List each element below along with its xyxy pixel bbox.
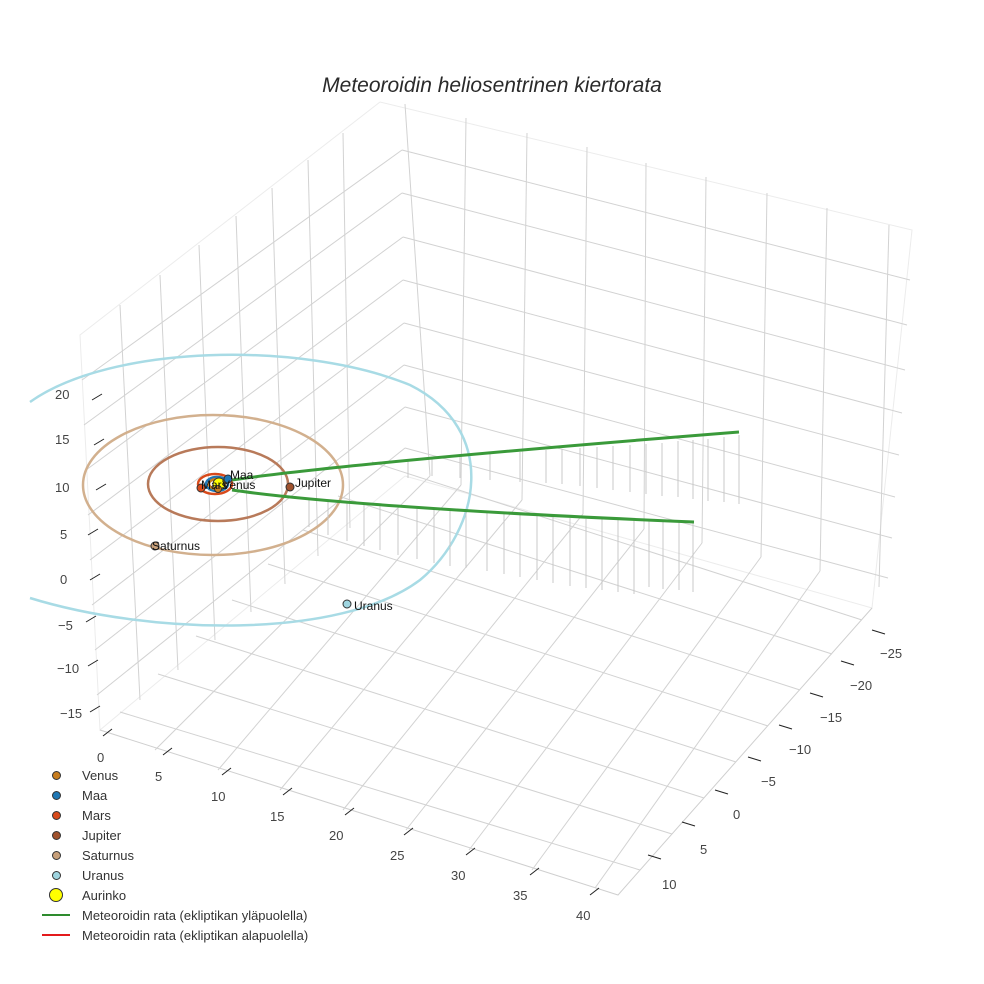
svg-text:−15: −15 (820, 710, 842, 725)
legend-label: Aurinko (82, 887, 127, 903)
svg-text:−15: −15 (60, 706, 82, 721)
svg-text:Mars: Mars (201, 478, 228, 492)
mars-marker (196, 483, 206, 493)
orbits (29, 353, 473, 627)
svg-text:10: 10 (211, 789, 225, 804)
legend-item-uranus[interactable]: Uranus (36, 865, 308, 885)
mars-marker-icon (51, 810, 61, 820)
grid-floor (99, 461, 873, 896)
svg-text:Venus: Venus (222, 478, 255, 492)
svg-text:Maa: Maa (230, 468, 254, 482)
svg-text:−25: −25 (880, 646, 902, 661)
z-axis-labels: 20 15 10 5 0 −5 −10 −15 (55, 387, 82, 721)
legend-label: Venus (82, 767, 119, 783)
svg-text:30: 30 (451, 868, 465, 883)
planet-markers[interactable] (150, 474, 352, 609)
axis-ticks (85, 393, 886, 896)
svg-text:Jupiter: Jupiter (295, 476, 331, 490)
svg-text:0: 0 (97, 750, 104, 765)
venus-marker-icon (51, 770, 61, 780)
maa-marker (223, 474, 233, 484)
legend-item-jupiter[interactable]: Jupiter (36, 825, 308, 845)
legend-label: Saturnus (82, 847, 135, 863)
saturnus-orbit (81, 413, 345, 557)
legend-item-maa[interactable]: Maa (36, 785, 308, 805)
svg-text:20: 20 (329, 828, 343, 843)
uranus-marker (342, 599, 352, 609)
legend-label: Uranus (82, 867, 124, 883)
red-line-icon (42, 934, 70, 936)
venus-marker (214, 485, 222, 493)
svg-text:0: 0 (733, 807, 740, 822)
svg-text:35: 35 (513, 888, 527, 903)
legend-item-track-below[interactable]: Meteoroidin rata (ekliptikan alapuolella… (36, 925, 308, 945)
svg-text:10: 10 (662, 877, 676, 892)
saturnus-marker (150, 541, 160, 551)
legend-item-aurinko[interactable]: Aurinko (36, 885, 308, 905)
jupiter-marker (285, 482, 295, 492)
green-line-icon (42, 914, 70, 916)
x-axis-labels: 0 5 10 15 20 25 30 35 40 (97, 750, 590, 923)
legend-label: Maa (82, 787, 108, 803)
svg-text:5: 5 (60, 527, 67, 542)
aurinko-marker-icon (49, 888, 63, 902)
legend-item-track-above[interactable]: Meteoroidin rata (ekliptikan yläpuolella… (36, 905, 308, 925)
legend-item-mars[interactable]: Mars (36, 805, 308, 825)
svg-text:Uranus: Uranus (354, 599, 393, 613)
planet-labels: Maa Mars Venus Jupiter Saturnus Uranus (152, 468, 393, 613)
legend-item-saturnus[interactable]: Saturnus (36, 845, 308, 865)
svg-text:−10: −10 (57, 661, 79, 676)
svg-text:−5: −5 (58, 618, 73, 633)
svg-text:5: 5 (155, 769, 162, 784)
y-axis-labels: −25 −20 −15 −10 −5 0 5 10 (662, 646, 902, 892)
chart-title: Meteoroidin heliosentrinen kiertorata (322, 74, 662, 97)
grid-back-left (79, 101, 406, 732)
legend: Venus Maa Mars Jupiter Saturnus Uranus A… (36, 765, 308, 945)
svg-text:10: 10 (55, 480, 69, 495)
svg-text:40: 40 (576, 908, 590, 923)
meteoroid-track-above[interactable] (231, 430, 740, 524)
svg-text:−10: −10 (789, 742, 811, 757)
maa-marker-icon (51, 790, 61, 800)
mars-orbit (196, 472, 234, 496)
legend-label: Meteoroidin rata (ekliptikan alapuolella… (82, 927, 309, 943)
saturnus-marker-icon (51, 850, 61, 860)
svg-text:15: 15 (55, 432, 69, 447)
uranus-marker-icon (51, 870, 61, 880)
svg-text:20: 20 (55, 387, 69, 402)
jupiter-marker-icon (51, 830, 61, 840)
svg-text:25: 25 (390, 848, 404, 863)
uranus-orbit (29, 353, 473, 627)
legend-label: Meteoroidin rata (ekliptikan yläpuolella… (82, 907, 308, 923)
svg-text:Saturnus: Saturnus (152, 539, 200, 553)
grid-back-right (379, 101, 913, 609)
svg-text:−5: −5 (761, 774, 776, 789)
svg-text:−20: −20 (850, 678, 872, 693)
legend-item-venus[interactable]: Venus (36, 765, 308, 785)
legend-label: Jupiter (82, 827, 122, 843)
svg-text:0: 0 (60, 572, 67, 587)
meteoroid-droplines (308, 435, 740, 594)
svg-text:5: 5 (700, 842, 707, 857)
legend-label: Mars (82, 807, 111, 823)
svg-text:15: 15 (270, 809, 284, 824)
